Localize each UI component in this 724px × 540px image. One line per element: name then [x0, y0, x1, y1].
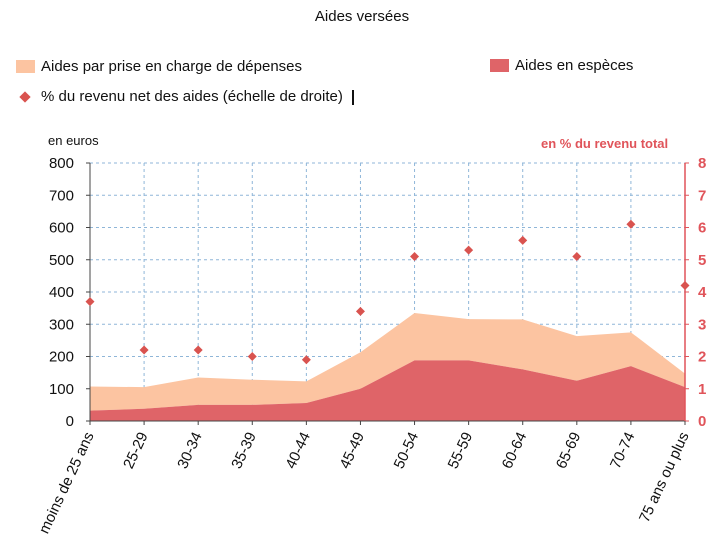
x-tick-label: moins de 25 ans: [36, 430, 98, 537]
y-tick-label: 300: [49, 316, 74, 333]
pct-revenu-point: [410, 252, 420, 262]
y2-tick-label: 3: [698, 316, 706, 333]
pct-revenu-point: [626, 219, 636, 229]
y-tick-label: 0: [66, 413, 74, 430]
y2-tick-label: 2: [698, 349, 706, 366]
y2-tick-label: 6: [698, 220, 706, 237]
y-tick-label: 800: [49, 155, 74, 172]
y-tick-label: 700: [49, 187, 74, 204]
legend-label-especes: Aides en espèces: [515, 57, 634, 74]
y-tick-label: 100: [49, 381, 74, 398]
x-tick-label: 30-34: [174, 430, 206, 472]
x-tick-label: 55-59: [445, 430, 477, 472]
legend-swatch-prise-en-charge: [16, 60, 35, 73]
y2-tick-label: 8: [698, 155, 706, 172]
legend-label-prise-en-charge: Aides par prise en charge de dépenses: [41, 58, 303, 75]
pct-revenu-point: [680, 281, 690, 291]
x-tick-label: 35-39: [228, 430, 260, 472]
x-tick-label: 45-49: [336, 430, 368, 472]
pct-revenu-point: [301, 355, 311, 365]
y-tick-label: 500: [49, 252, 74, 269]
pct-revenu-point: [247, 352, 257, 361]
text-cursor: [352, 90, 354, 105]
y-tick-label: 400: [49, 284, 74, 301]
y2-tick-label: 5: [698, 252, 706, 269]
y2-tick-label: 4: [698, 284, 707, 301]
pct-revenu-point: [355, 306, 365, 316]
legend-swatch-especes: [490, 59, 509, 72]
pct-revenu-point: [193, 345, 203, 355]
x-tick-label: 65-69: [553, 430, 585, 472]
y-tick-label: 200: [49, 349, 74, 366]
area-aides-prise-en-charge: [90, 312, 685, 411]
pct-revenu-point: [464, 245, 474, 255]
chart-title: Aides versées: [314, 8, 410, 25]
pct-revenu-point: [572, 252, 582, 262]
y2-tick-label: 1: [698, 381, 706, 398]
x-tick-label: 25-29: [120, 430, 152, 472]
x-tick-label: 50-54: [391, 430, 423, 472]
y2-tick-label: 7: [698, 187, 706, 204]
x-tick-label: 40-44: [282, 430, 314, 472]
x-tick-label: 75 ans ou plus: [636, 430, 693, 526]
pct-revenu-point: [85, 297, 95, 307]
y-axis-label: en euros: [48, 133, 99, 148]
x-tick-label: 60-64: [499, 430, 531, 472]
x-tick-label: 70-74: [607, 430, 639, 472]
pct-revenu-point: [518, 235, 528, 245]
y2-axis-label: en % du revenu total: [541, 136, 669, 151]
legend-label-pct-revenu: % du revenu net des aides (échelle de dr…: [41, 88, 343, 105]
area-aides-especes: [90, 360, 685, 421]
y-tick-label: 600: [49, 220, 74, 237]
y2-tick-label: 0: [698, 413, 706, 430]
pct-revenu-point: [139, 345, 149, 355]
